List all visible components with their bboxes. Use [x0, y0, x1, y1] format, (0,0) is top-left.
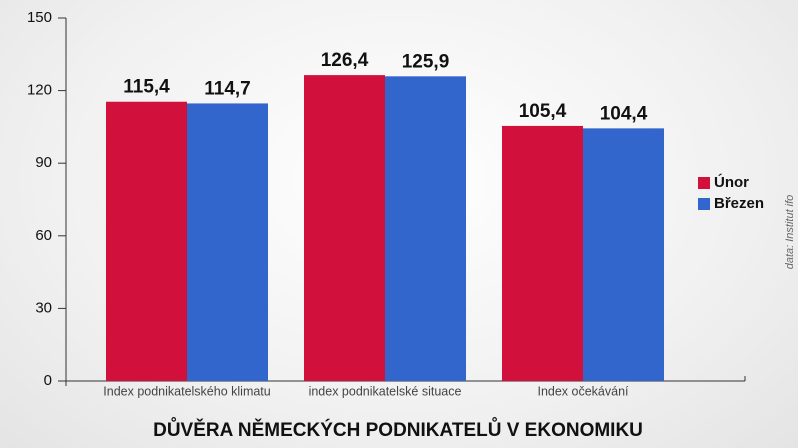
value-label: 105,4 [519, 101, 567, 122]
y-tick-label: 90 [35, 154, 52, 171]
value-label: 104,4 [600, 103, 648, 124]
x-tick-label: Index podnikatelského klimatu [103, 384, 271, 398]
y-tick-label: 150 [27, 9, 52, 26]
x-tick-label: Index očekávání [537, 384, 629, 398]
chart-title: DŮVĚRA NĚMECKÝCH PODNIKATELŮ V EKONOMIKU [153, 418, 643, 441]
source: data: Institut ifo [784, 195, 796, 270]
value-label: 126,4 [321, 50, 369, 71]
x-tick-label: index podnikatelské situace [309, 384, 462, 398]
legend-swatch [698, 198, 710, 210]
value-label: 114,7 [204, 78, 251, 99]
legend-swatch [698, 177, 710, 189]
y-tick-label: 120 [27, 82, 52, 99]
value-label: 115,4 [123, 77, 170, 98]
y-tick-label: 60 [35, 227, 52, 244]
value-label: 125,9 [402, 51, 450, 72]
bar [187, 103, 268, 382]
bar [106, 101, 187, 382]
y-tick-label: 0 [44, 372, 52, 389]
bar [502, 125, 583, 381]
bar [385, 76, 466, 382]
bar [583, 128, 664, 381]
legend-label: Březen [714, 195, 764, 212]
bar [304, 75, 385, 381]
y-tick-label: 30 [35, 299, 52, 316]
legend-label: Únor [714, 173, 749, 191]
